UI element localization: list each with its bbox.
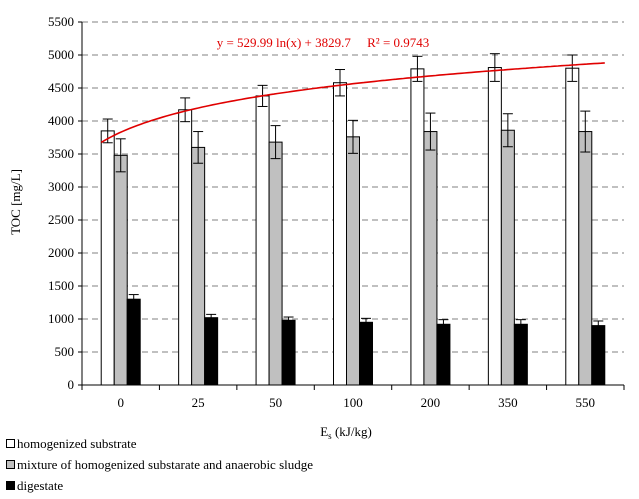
bar [488, 68, 501, 385]
bar [579, 132, 592, 385]
bar [347, 137, 360, 385]
y-tick-label: 1000 [48, 311, 74, 326]
x-tick-label: 50 [269, 395, 282, 410]
legend-label: digestate [17, 478, 63, 494]
bar [437, 324, 450, 385]
y-tick-label: 2500 [48, 212, 74, 227]
bar [424, 132, 437, 385]
x-tick-label: 550 [576, 395, 596, 410]
x-axis-label-unit: (kJ/kg) [332, 424, 372, 439]
y-tick-label: 3500 [48, 146, 74, 161]
bar [269, 142, 282, 385]
bar [566, 68, 579, 385]
bar [501, 130, 514, 385]
legend-label: homogenized substrate [17, 436, 137, 452]
x-tick-label: 100 [343, 395, 363, 410]
x-axis-label: Es (kJ/kg) [320, 424, 372, 441]
bar [205, 318, 218, 385]
bar [334, 83, 347, 385]
bar [514, 324, 527, 385]
bar [114, 155, 127, 385]
trendline-equation: y = 529.99 ln(x) + 3829.7 R² = 0.9743 [217, 35, 430, 50]
y-axis-label: TOC [mg/L] [8, 169, 23, 235]
y-tick-label: 500 [55, 344, 75, 359]
y-tick-label: 5500 [48, 14, 74, 29]
bar [101, 131, 114, 385]
x-tick-label: 200 [421, 395, 441, 410]
legend-item-digestate: digestate [6, 475, 313, 496]
legend: homogenized substrate mixture of homogen… [6, 433, 313, 496]
bar [179, 110, 192, 385]
y-tick-label: 4000 [48, 113, 74, 128]
legend-item-mixture: mixture of homogenized substarate and an… [6, 454, 313, 475]
x-tick-label: 25 [192, 395, 205, 410]
bar [282, 320, 295, 385]
legend-swatch-gray [6, 460, 15, 469]
y-tick-label: 1500 [48, 278, 74, 293]
legend-swatch-white [6, 439, 15, 448]
legend-swatch-black [6, 481, 15, 490]
y-tick-label: 5000 [48, 47, 74, 62]
bar [127, 299, 140, 385]
bar [256, 96, 269, 385]
legend-item-homogenized-substrate: homogenized substrate [6, 433, 313, 454]
x-tick-label: 0 [117, 395, 124, 410]
x-axis-label-main: E [320, 424, 328, 439]
x-tick-label: 350 [498, 395, 518, 410]
bars [101, 54, 605, 385]
y-tick-label: 3000 [48, 179, 74, 194]
bar [411, 69, 424, 385]
y-tick-label: 4500 [48, 80, 74, 95]
bar [192, 147, 205, 385]
y-tick-label: 0 [68, 377, 75, 392]
bar [360, 322, 373, 385]
y-tick-label: 2000 [48, 245, 74, 260]
legend-label: mixture of homogenized substarate and an… [17, 457, 313, 473]
bar [592, 326, 605, 385]
